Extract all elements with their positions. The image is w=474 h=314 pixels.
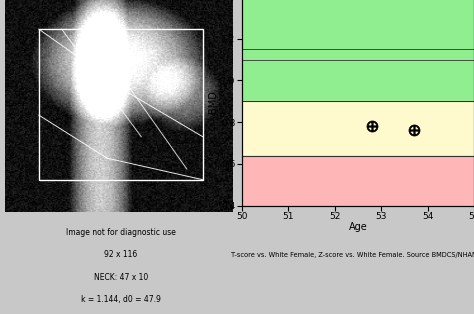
Bar xyxy=(39,29,203,180)
Text: T-score vs. White Female, Z-score vs. White Female. Source BMDCS/NHANES: T-score vs. White Female, Z-score vs. Wh… xyxy=(231,252,474,258)
Bar xyxy=(242,101,474,155)
Text: Image not for diagnostic use: Image not for diagnostic use xyxy=(66,228,176,237)
Bar xyxy=(242,155,474,206)
Text: NECK: 47 x 10: NECK: 47 x 10 xyxy=(94,273,148,282)
Y-axis label: BMD: BMD xyxy=(209,90,219,113)
Text: 92 x 116: 92 x 116 xyxy=(104,251,137,259)
X-axis label: Age: Age xyxy=(348,222,367,232)
Text: k = 1.144, d0 = 47.9: k = 1.144, d0 = 47.9 xyxy=(81,295,161,304)
Bar xyxy=(242,0,474,101)
